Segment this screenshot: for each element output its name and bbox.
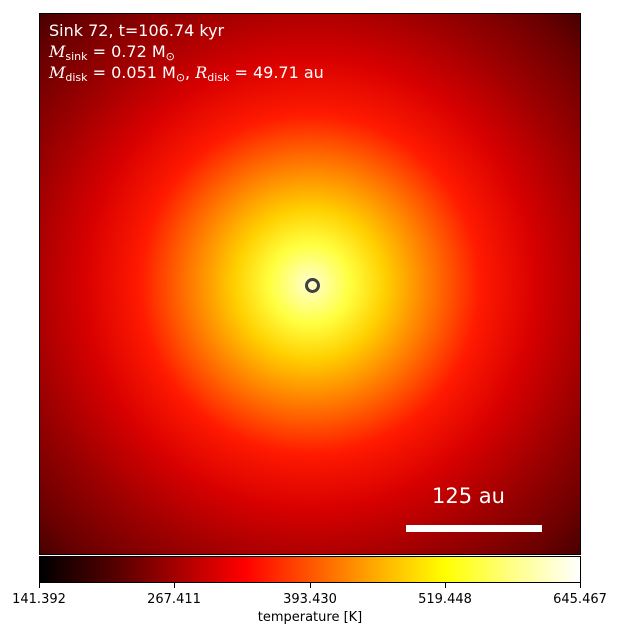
colorbar-tick xyxy=(310,583,311,588)
disk-mass-symbol: M xyxy=(49,63,66,82)
colorbar-tick xyxy=(580,583,581,588)
disk-radius-subscript: disk xyxy=(207,71,230,84)
disk-mass-value: = 0.051 M xyxy=(92,63,176,82)
sink-title: Sink 72, t=106.74 kyr xyxy=(49,21,225,40)
disk-mass-sun-icon: ⊙ xyxy=(175,71,186,84)
colorbar-tick xyxy=(39,583,40,588)
sink-mass-value: = 0.72 M xyxy=(92,42,166,61)
colorbar-tick-label: 519.448 xyxy=(418,592,472,607)
colorbar-tick-label: 141.392 xyxy=(12,592,66,607)
colorbar-tick xyxy=(174,583,175,588)
colorbar-tick-label: 393.430 xyxy=(283,592,337,607)
disk-mass-subscript: disk xyxy=(65,71,88,84)
colorbar xyxy=(39,556,581,583)
sink-mass-subscript: sink xyxy=(65,50,88,63)
colorbar-tick-label: 267.411 xyxy=(147,592,201,607)
colorbar-label: temperature [K] xyxy=(257,610,363,625)
scale-bar xyxy=(406,525,542,532)
colorbar-tick-label: 645.467 xyxy=(553,592,607,607)
disk-radius-value: = 49.71 au xyxy=(234,63,324,82)
temperature-map: Sink 72, t=106.74 kyr Msink = 0.72 M⊙ Md… xyxy=(39,13,581,555)
disk-radius-symbol: R xyxy=(195,63,208,82)
sink-mass-label: Msink = 0.72 M⊙ xyxy=(49,43,175,66)
colorbar-tick xyxy=(445,583,446,588)
scale-bar-label: 125 au xyxy=(432,484,505,508)
disk-properties-label: Mdisk = 0.051 M⊙, Rdisk = 49.71 au xyxy=(49,63,324,85)
sink-mass-symbol: M xyxy=(49,42,66,61)
sink-marker-icon xyxy=(305,278,320,293)
sink-mass-sun-icon: ⊙ xyxy=(165,50,175,63)
